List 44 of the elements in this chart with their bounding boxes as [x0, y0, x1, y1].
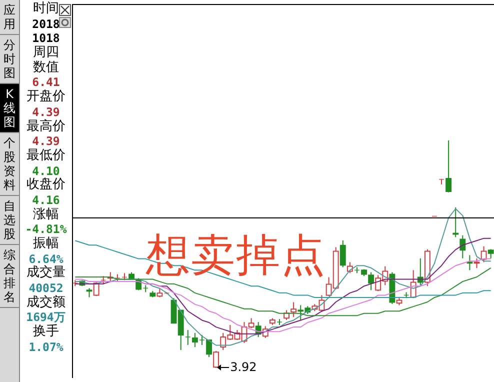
text: 4.39: [31, 134, 61, 148]
text: 4.39: [31, 104, 61, 119]
candlestick: [460, 234, 466, 259]
candlestick: [290, 302, 297, 318]
text: 周四: [32, 45, 60, 60]
candlestick: [156, 288, 163, 298]
text: 4.16: [31, 192, 61, 208]
annotation: 3.92: [230, 360, 257, 374]
text: 收盘价: [26, 177, 66, 193]
candlestick: [474, 258, 480, 269]
candlestick: [213, 350, 220, 368]
text: 分时图: [2, 38, 16, 80]
candlestick: [488, 248, 494, 259]
text: 1.07%: [28, 340, 64, 354]
candlestick: [86, 288, 92, 298]
text: 自选股: [2, 199, 16, 241]
candlestick: [446, 140, 452, 193]
text: 成交额: [26, 294, 66, 310]
text: K线图: [2, 87, 16, 129]
text: 40052: [28, 281, 64, 296]
text: 成交量: [26, 265, 66, 282]
candlestick: [340, 240, 346, 268]
text: 换手: [32, 324, 60, 340]
text: 最高价: [26, 118, 66, 134]
text: 6.64%: [28, 252, 64, 266]
candlestick: [466, 254, 473, 271]
text: 综合排名: [2, 248, 16, 304]
text: 数值: [32, 60, 60, 76]
candlestick: [185, 330, 190, 346]
candlestick: [93, 282, 100, 297]
text: 2018: [31, 16, 61, 32]
text: 1018: [31, 31, 61, 46]
text: 时间: [32, 1, 60, 17]
text: 个股资料: [2, 136, 16, 192]
text: 振幅: [32, 236, 60, 252]
text: 应用: [2, 3, 16, 31]
text: 6.41: [31, 75, 61, 90]
text: 4.10: [32, 164, 60, 178]
candlestick: [439, 178, 444, 185]
text: 最低价: [26, 148, 66, 164]
text: -4.81%: [24, 222, 68, 236]
text: 1694万: [25, 310, 67, 324]
text: 开盘价: [26, 89, 66, 105]
text: 涨幅: [32, 206, 60, 222]
